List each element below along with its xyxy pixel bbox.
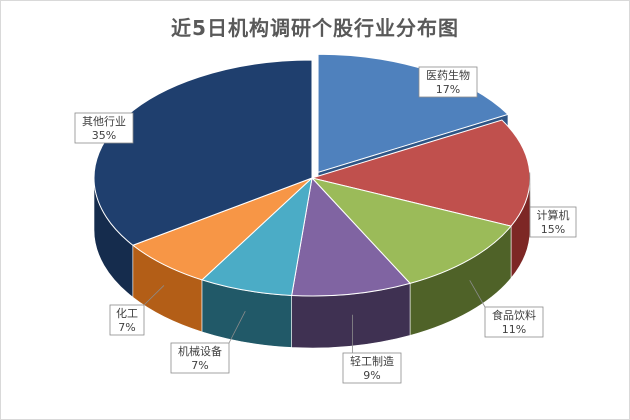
leader-line-5 xyxy=(143,285,165,306)
data-label-box-0 xyxy=(418,66,478,98)
slice-name-label: 其他行业 xyxy=(82,115,126,128)
slice-percent-label: 35% xyxy=(92,129,116,142)
slice-name-label: 机械设备 xyxy=(178,344,222,358)
pie-slice-3 xyxy=(291,176,411,297)
leader-line-4 xyxy=(228,310,246,344)
data-label-box-6 xyxy=(74,112,134,144)
data-label-box-5 xyxy=(109,304,145,336)
data-label-box-4 xyxy=(170,342,230,374)
slice-name-label: 计算机 xyxy=(537,208,570,222)
slice-percent-label: 11% xyxy=(502,323,526,336)
slice-percent-label: 7% xyxy=(118,321,135,334)
data-label-box-3 xyxy=(342,352,402,384)
slice-name-label: 轻工制造 xyxy=(350,354,394,368)
slice-percent-label: 9% xyxy=(363,369,380,382)
data-label-box-2 xyxy=(484,306,544,338)
slice-percent-label: 7% xyxy=(191,359,208,372)
slice-name-label: 医药生物 xyxy=(426,68,470,82)
data-label-box-1 xyxy=(529,206,577,238)
pie-labels: 医药生物17%计算机15%食品饮料11%轻工制造9%机械设备7%化工7%其他行业… xyxy=(74,66,577,384)
slice-percent-label: 15% xyxy=(541,223,565,236)
slice-percent-label: 17% xyxy=(436,83,460,96)
leader-line-2 xyxy=(469,280,486,308)
pie-slice-2 xyxy=(310,177,512,284)
slice-name-label: 化工 xyxy=(116,306,138,320)
slice-name-label: 食品饮料 xyxy=(492,308,536,322)
chart-title: 近5日机构调研个股行业分布图 xyxy=(171,16,459,40)
